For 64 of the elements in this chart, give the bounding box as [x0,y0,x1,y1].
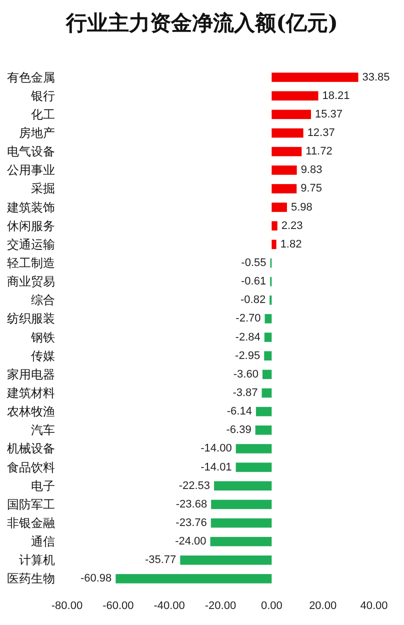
category-label: 采掘 [31,182,55,196]
tick-label: -40.00 [154,600,185,612]
category-label: 汽车 [31,423,55,438]
category-label: 公用事业 [7,163,55,178]
value-label: -0.82 [240,294,266,306]
category-label: 食品饮料 [7,460,55,474]
value-label: -35.77 [144,554,176,566]
value-label: 15.37 [315,108,343,120]
value-label: -14.01 [200,461,232,474]
category-label: 有色金属 [7,70,55,84]
value-label: 12.37 [307,127,335,139]
value-label: 2.23 [281,220,303,232]
value-label: 9.83 [300,164,322,176]
category-label: 银行 [31,88,55,103]
title: 行业主力资金净流入额(亿元) [66,10,338,35]
category-label: 计算机 [19,553,55,568]
value-label: -0.61 [241,276,266,288]
category-label: 轻工制造 [7,256,55,270]
category-label: 交通运输 [7,237,55,252]
tick-label: -80.00 [51,600,83,612]
value-label: -22.53 [178,480,210,492]
category-label: 纺织服装 [7,312,55,326]
category-label: 建筑材料 [7,386,55,400]
value-label: -14.00 [200,442,232,455]
value-label: -23.68 [176,498,208,510]
category-label: 电子 [31,478,55,493]
category-label: 钢铁 [31,330,55,344]
value-label: -2.84 [235,331,260,344]
tick-label: 40.00 [360,600,388,612]
category-label: 电气设备 [7,144,55,159]
value-label: -24.00 [175,536,206,548]
category-label: 国防军工 [7,497,55,512]
category-label: 通信 [31,534,55,549]
category-label: 医药生物 [7,572,55,586]
category-label: 传媒 [31,348,55,363]
category-label: 房地产 [19,126,55,140]
value-label: 33.85 [362,71,390,84]
value-label: -2.95 [235,350,260,362]
category-label: 综合 [31,293,55,308]
value-label: 18.21 [322,90,350,102]
value-label: 5.98 [290,201,312,214]
value-label: -0.55 [241,257,266,269]
value-label: -3.87 [232,387,258,399]
tick-label: 0.00 [260,600,282,612]
value-label: 1.82 [280,238,302,250]
value-label: -23.76 [176,517,207,529]
category-label: 家用电器 [7,367,55,382]
tick-label: -20.00 [204,600,236,612]
category-label: 建筑装饰 [7,200,55,214]
category-label: 机械设备 [7,442,55,456]
value-label: -6.14 [226,406,252,418]
category-label: 商业贸易 [7,274,55,289]
value-label: -60.98 [80,572,112,585]
category-label: 化工 [31,107,55,122]
tick-label: -60.00 [102,600,134,612]
tick-label: 20.00 [309,600,337,612]
category-label: 休闲服务 [7,218,55,233]
category-label: 农林牧渔 [7,404,55,419]
value-label: -6.39 [226,424,252,436]
category-label: 非银金融 [7,516,55,530]
value-label: 11.72 [306,146,332,158]
value-label: 9.75 [300,182,322,195]
value-label: -2.70 [236,312,261,325]
value-label: -3.60 [233,368,258,380]
